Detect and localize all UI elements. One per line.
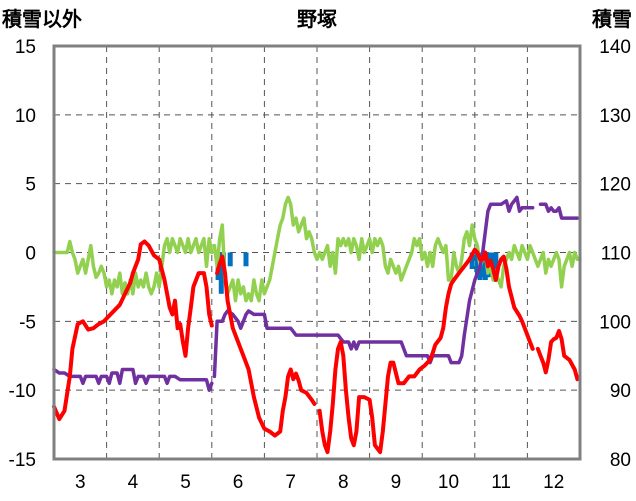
x-tick-label: 6 — [233, 472, 244, 493]
purple-series-line — [538, 202, 580, 220]
x-tick-label: 4 — [128, 472, 139, 493]
right-tick-label: 120 — [599, 175, 631, 196]
left-tick-label: 5 — [25, 175, 36, 196]
left-tick-label: -5 — [19, 312, 36, 333]
blue-bar — [480, 252, 486, 278]
x-tick-label: 3 — [75, 472, 86, 493]
x-tick-label: 9 — [391, 472, 402, 493]
grid-layer — [54, 46, 580, 459]
left-tick-label: -15 — [9, 450, 36, 471]
x-tick-label: 10 — [438, 472, 459, 493]
left-tick-label: 10 — [15, 106, 36, 127]
right-tick-label: 80 — [610, 450, 631, 471]
blue-bar — [227, 252, 233, 267]
left-axis-title: 積雪以外 — [2, 7, 82, 31]
left-tick-label: -10 — [9, 381, 36, 402]
purple-series-line — [212, 195, 535, 379]
right-tick-label: 110 — [601, 244, 631, 265]
x-tick-label: 12 — [543, 472, 564, 493]
red-series-line — [317, 247, 535, 455]
right-tick-label: 130 — [599, 106, 631, 127]
green-series-line — [52, 236, 214, 296]
blue-bar — [218, 252, 224, 294]
red-series-line — [215, 254, 317, 438]
red-series-line — [535, 329, 580, 382]
plot-area-border — [52, 44, 582, 461]
x-tick-label: 8 — [338, 472, 349, 493]
green-series-line — [212, 195, 582, 303]
right-tick-label: 140 — [599, 37, 631, 58]
x-tick-label: 11 — [491, 472, 511, 493]
right-tick-label: 100 — [599, 312, 631, 333]
tick-label-layer: 15 10 5 0 -5 -10 -15 140 130 120 110 100 90 80 3 4 5 6 7 8 9… — [9, 37, 631, 493]
blue-bar — [474, 252, 480, 278]
purple-series-line — [52, 367, 214, 392]
x-tick-label: 5 — [180, 472, 191, 493]
left-tick-label: 15 — [15, 37, 36, 58]
blue-bar — [243, 252, 249, 267]
blue-bar — [469, 252, 475, 270]
chart-title: 野塚 — [297, 8, 337, 31]
blue-bar — [493, 252, 499, 270]
right-axis-title: 積雪 — [592, 8, 632, 31]
left-tick-label: 0 — [25, 244, 36, 265]
x-tick-label: 7 — [285, 472, 296, 493]
red-series-line — [52, 239, 214, 422]
right-tick-label: 90 — [610, 381, 631, 402]
series-layer — [52, 195, 582, 455]
